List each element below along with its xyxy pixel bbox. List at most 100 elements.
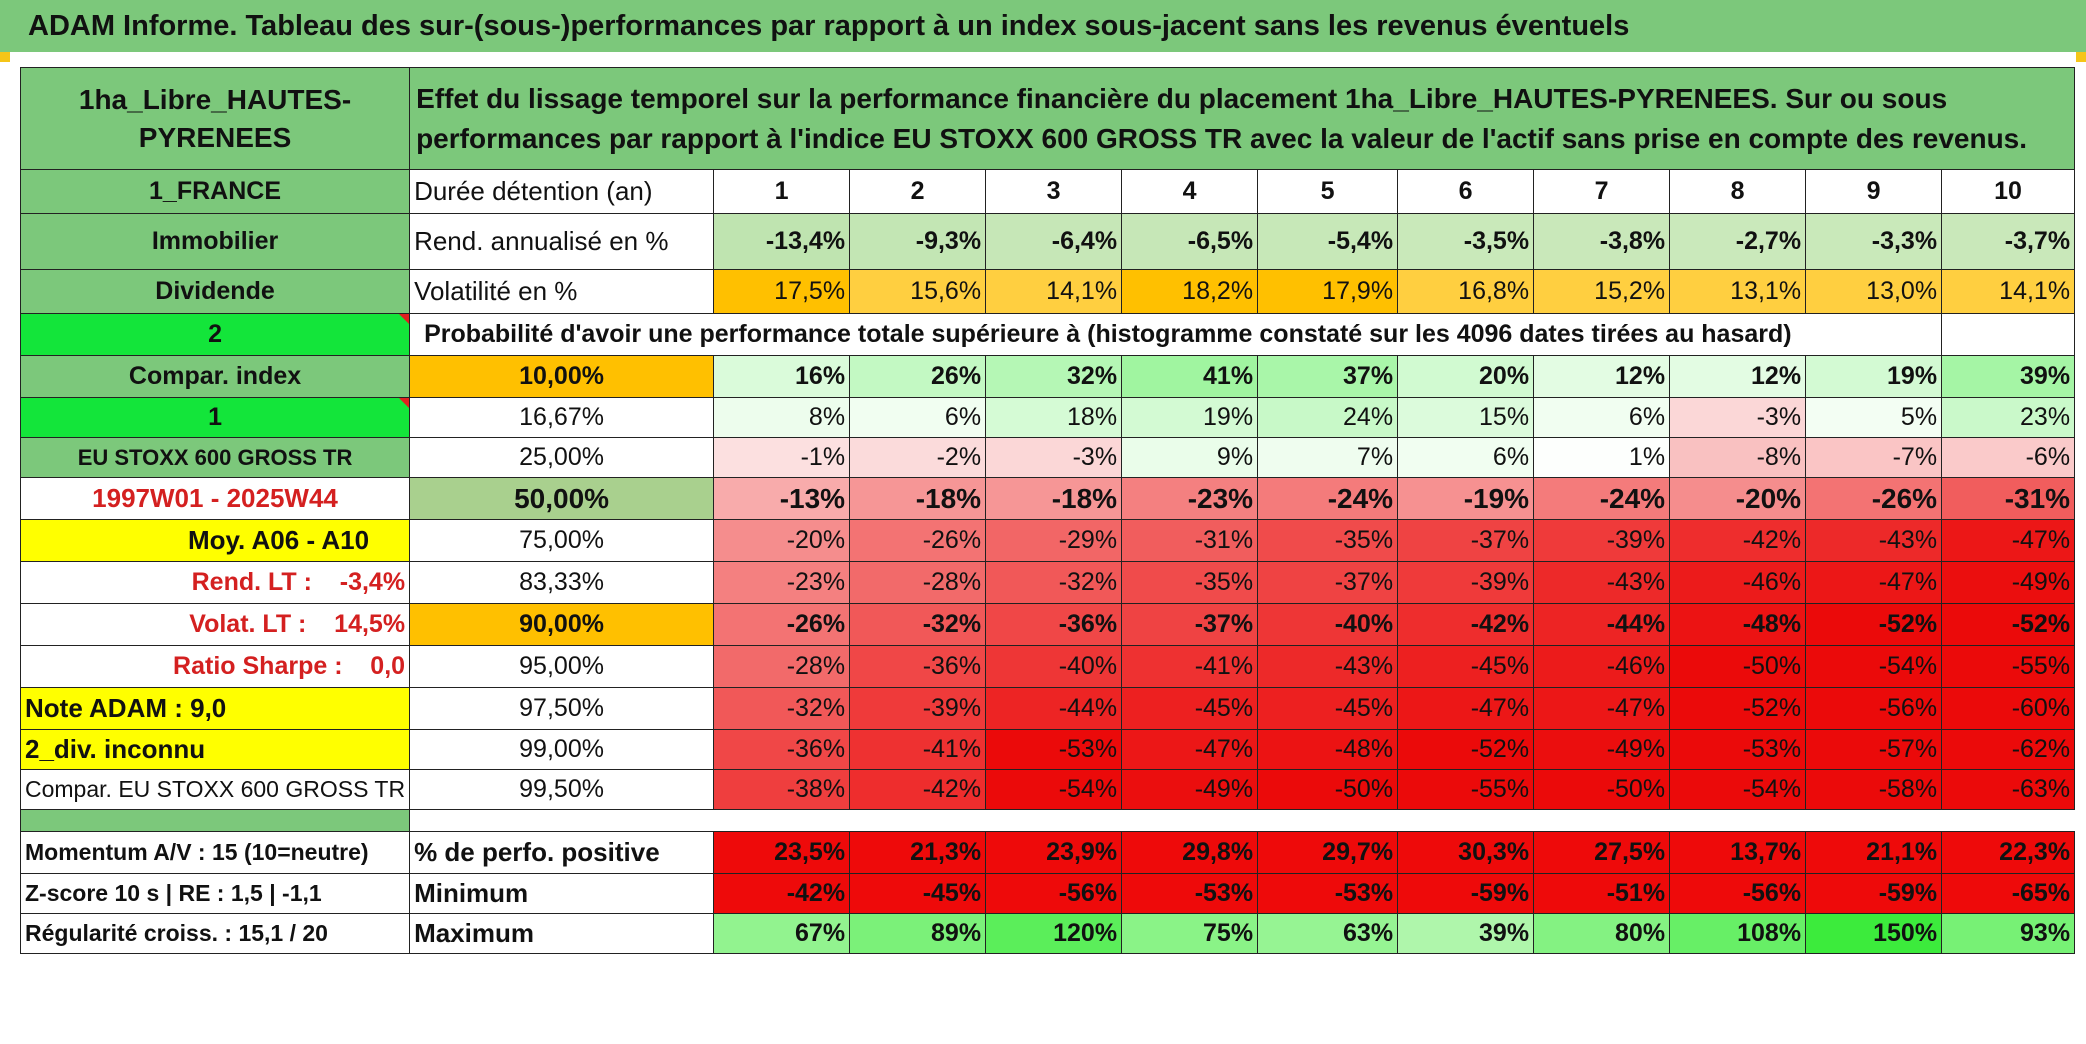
year-header: 7: [1533, 169, 1671, 214]
percentile-value-cell: -49%: [1941, 561, 2076, 604]
maximum-cell: 39%: [1397, 913, 1535, 954]
percentile-value-cell: -54%: [985, 769, 1123, 810]
percentile-value-cell: 23%: [1941, 397, 2076, 438]
percentile-label: 83,33%: [409, 561, 715, 604]
percentile-label: 99,50%: [409, 769, 715, 810]
percentile-value-cell: -48%: [1669, 603, 1807, 646]
percentile-value-cell: -2%: [849, 437, 987, 478]
annual-return-cell: -9,3%: [849, 213, 987, 270]
percentile-value-cell: 6%: [1397, 437, 1535, 478]
table-description: Effet du lissage temporel sur la perform…: [409, 67, 2076, 170]
annual-return-cell: -6,5%: [1121, 213, 1259, 270]
minimum-cell: -56%: [1669, 873, 1807, 914]
percentile-value-cell: -18%: [849, 477, 987, 520]
percentile-value-cell: -1%: [713, 437, 851, 478]
volatility-cell: 13,0%: [1805, 269, 1943, 314]
volatility-cell: 17,5%: [713, 269, 851, 314]
year-header: 10: [1941, 169, 2076, 214]
percentile-value-cell: -31%: [1941, 477, 2076, 520]
percentile-value-cell: -62%: [1941, 729, 2076, 770]
percentile-value-cell: -45%: [1257, 687, 1399, 730]
percentile-value-cell: -63%: [1941, 769, 2076, 810]
percentile-value-cell: -52%: [1397, 729, 1535, 770]
percentile-value-cell: -36%: [713, 729, 851, 770]
minimum-cell: -59%: [1397, 873, 1535, 914]
percentile-value-cell: -47%: [1533, 687, 1671, 730]
percentile-value-cell: -35%: [1121, 561, 1259, 604]
percentile-value-cell: -44%: [985, 687, 1123, 730]
annual-return-cell: -5,4%: [1257, 213, 1399, 270]
percentile-value-cell: 16%: [713, 355, 851, 398]
percentile-value-cell: -52%: [1669, 687, 1807, 730]
percentile-value-cell: -47%: [1941, 519, 2076, 562]
percentile-label: 99,00%: [409, 729, 715, 770]
percentile-value-cell: -29%: [985, 519, 1123, 562]
percentile-value-cell: -36%: [849, 645, 987, 688]
percentile-value-cell: -58%: [1805, 769, 1943, 810]
percentile-value-cell: -19%: [1397, 477, 1535, 520]
percentile-value-cell: -42%: [1669, 519, 1807, 562]
percentile-value-cell: 7%: [1257, 437, 1399, 478]
positive-performance-label: % de perfo. positive: [409, 831, 715, 874]
percentile-value-cell: -49%: [1121, 769, 1259, 810]
percentile-value-cell: -45%: [1397, 645, 1535, 688]
positive-performance-cell: 30,3%: [1397, 831, 1535, 874]
positive-performance-cell: 22,3%: [1941, 831, 2076, 874]
volatility-cell: 14,1%: [1941, 269, 2076, 314]
percentile-label: 16,67%: [409, 397, 715, 438]
percentile-value-cell: -32%: [849, 603, 987, 646]
percentile-value-cell: -31%: [1121, 519, 1259, 562]
positive-performance-cell: 29,7%: [1257, 831, 1399, 874]
percentile-label: 25,00%: [409, 437, 715, 478]
percentile-value-cell: -46%: [1669, 561, 1807, 604]
percentile-value-cell: -8%: [1669, 437, 1807, 478]
percentile-value-cell: 5%: [1805, 397, 1943, 438]
percentile-value-cell: 6%: [1533, 397, 1671, 438]
volatility-label: Volatilité en %: [409, 269, 715, 314]
annual-return-cell: -13,4%: [713, 213, 851, 270]
comparison-label: Compar. EU STOXX 600 GROSS TR: [19, 769, 411, 810]
percentile-value-cell: -42%: [1397, 603, 1535, 646]
volatility-cell: 17,9%: [1257, 269, 1399, 314]
percentile-value-cell: -53%: [1669, 729, 1807, 770]
percentile-label: 75,00%: [409, 519, 715, 562]
probability-caption: Probabilité d'avoir une performance tota…: [409, 313, 1943, 356]
spacer-cell: [410, 810, 2075, 832]
minimum-cell: -56%: [985, 873, 1123, 914]
percentile-value-cell: -37%: [1121, 603, 1259, 646]
percentile-value-cell: -45%: [1121, 687, 1259, 730]
spacer-cell: [19, 809, 411, 832]
annual-return-cell: -6,4%: [985, 213, 1123, 270]
code-1-cell: 1: [19, 397, 411, 438]
percentile-label: 10,00%: [409, 355, 715, 398]
volatility-cell: 14,1%: [985, 269, 1123, 314]
volatility-cell: 18,2%: [1121, 269, 1259, 314]
year-header: 6: [1397, 169, 1535, 214]
maximum-cell: 89%: [849, 913, 987, 954]
positive-performance-cell: 29,8%: [1121, 831, 1259, 874]
percentile-value-cell: -23%: [1121, 477, 1259, 520]
percentile-value-cell: -41%: [849, 729, 987, 770]
zscore-label: Z-score 10 s | RE : 1,5 | -1,1: [19, 873, 411, 914]
minimum-cell: -42%: [713, 873, 851, 914]
dividend-status-label: 2_div. inconnu: [19, 729, 411, 770]
asset-name: 1ha_Libre_HAUTES-PYRENEES: [19, 67, 411, 170]
category-label: Immobilier: [19, 213, 411, 270]
empty-cell: [1941, 313, 2076, 356]
percentile-value-cell: -47%: [1121, 729, 1259, 770]
percentile-value-cell: 24%: [1257, 397, 1399, 438]
percentile-value-cell: 20%: [1397, 355, 1535, 398]
percentile-value-cell: -43%: [1257, 645, 1399, 688]
maximum-cell: 120%: [985, 913, 1123, 954]
percentile-value-cell: 6%: [849, 397, 987, 438]
report-title: ADAM Informe. Tableau des sur-(sous-)per…: [0, 0, 2086, 52]
percentile-value-cell: 26%: [849, 355, 987, 398]
year-header: 5: [1257, 169, 1399, 214]
minimum-cell: -53%: [1257, 873, 1399, 914]
percentile-value-cell: -46%: [1533, 645, 1671, 688]
percentile-value-cell: -28%: [849, 561, 987, 604]
percentile-value-cell: -23%: [713, 561, 851, 604]
percentile-value-cell: 37%: [1257, 355, 1399, 398]
percentile-value-cell: -24%: [1533, 477, 1671, 520]
index-name-label: EU STOXX 600 GROSS TR: [19, 437, 411, 478]
